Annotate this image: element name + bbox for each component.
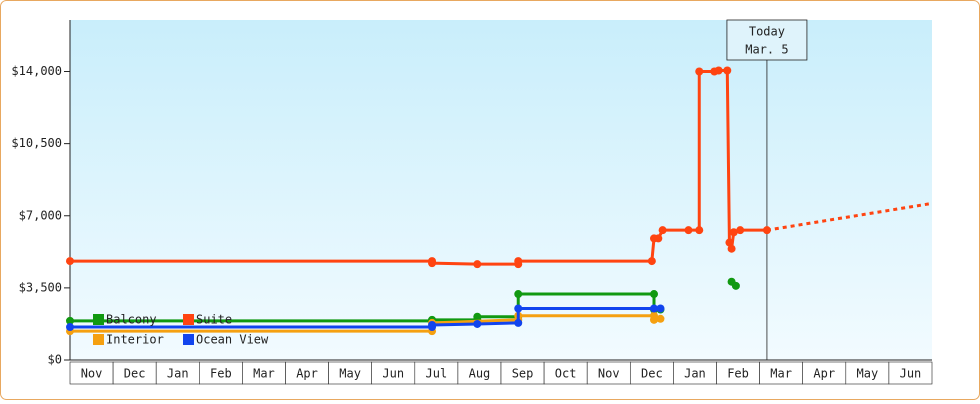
plot-area	[70, 20, 932, 360]
x-tick-label: Jun	[382, 367, 404, 381]
point	[658, 226, 667, 235]
y-tick-label: $3,500	[19, 280, 62, 294]
point	[66, 316, 74, 325]
point	[650, 315, 659, 324]
point	[473, 260, 482, 269]
point	[473, 312, 482, 321]
month-box	[888, 361, 933, 385]
point	[727, 244, 736, 253]
legend-label: Interior	[106, 333, 164, 347]
y-tick-label: $10,500	[11, 136, 62, 150]
point	[650, 304, 659, 313]
point	[473, 319, 482, 328]
x-tick-label: Feb	[727, 367, 749, 381]
point	[66, 323, 74, 332]
x-tick-label: Jul	[426, 367, 448, 381]
point	[428, 259, 437, 268]
x-tick-label: Apr	[813, 367, 835, 381]
x-tick-label: Feb	[210, 367, 232, 381]
point	[650, 290, 659, 299]
point	[729, 228, 738, 237]
today-label: Mar. 5	[745, 43, 788, 57]
y-tick-label: $0	[48, 353, 62, 367]
point	[514, 318, 523, 327]
forecast-line	[766, 201, 933, 232]
x-tick-label: Apr	[296, 367, 318, 381]
x-tick-label: May	[339, 367, 361, 381]
x-tick-label: May	[857, 367, 879, 381]
point	[654, 234, 663, 243]
point	[684, 226, 693, 235]
point	[736, 226, 745, 235]
point	[725, 238, 734, 247]
point	[514, 290, 523, 299]
point	[514, 304, 523, 313]
x-tick-label: Aug	[469, 367, 491, 381]
x-tick-label: Jan	[684, 367, 706, 381]
x-tick-label: Nov	[81, 367, 103, 381]
x-tick-label: Mar	[770, 367, 792, 381]
legend-swatch	[93, 314, 104, 325]
legend-label: Suite	[196, 313, 232, 327]
x-tick-label: Nov	[598, 367, 620, 381]
legend-swatch	[183, 334, 194, 345]
point	[656, 304, 665, 313]
legend-label: Ocean View	[196, 333, 269, 347]
point	[647, 257, 656, 266]
x-tick-label: Dec	[641, 367, 663, 381]
legend-label: Balcony	[106, 313, 157, 327]
x-tick-label: Jun	[900, 367, 922, 381]
point	[695, 67, 704, 76]
point	[695, 226, 704, 235]
x-tick-label: Sep	[512, 367, 534, 381]
x-tick-label: Mar	[253, 367, 275, 381]
point	[656, 314, 665, 323]
point	[723, 66, 732, 75]
today-box	[726, 19, 808, 61]
point	[514, 257, 523, 266]
today-label: Today	[749, 25, 785, 39]
point	[66, 257, 74, 266]
x-tick-label: Oct	[555, 367, 577, 381]
point	[731, 281, 740, 290]
point	[714, 66, 723, 75]
y-tick-label: $7,000	[19, 208, 62, 222]
y-tick-label: $14,000	[11, 64, 62, 78]
x-tick-label: Dec	[124, 367, 146, 381]
point	[762, 226, 771, 235]
legend-swatch	[183, 314, 194, 325]
point	[428, 320, 437, 329]
legend-swatch	[93, 334, 104, 345]
x-tick-label: Jan	[167, 367, 189, 381]
